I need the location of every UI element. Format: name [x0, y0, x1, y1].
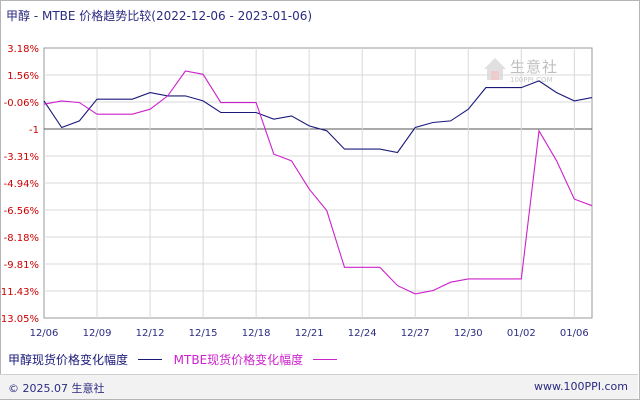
y-tick-label: -4.94% — [4, 179, 39, 190]
series-line-mtbe — [43, 70, 593, 295]
y-tick-label: 1.56% — [7, 71, 39, 82]
x-axis-ticks: 12/06 12/09 12/12 12/15 12/18 12/21 12/24 12/27… — [30, 328, 589, 339]
legend-label-mtbe: MTBE现货价格变化幅度 — [173, 353, 304, 367]
legend-label-methanol: 甲醇现货价格变化幅度 — [8, 353, 129, 367]
x-tick-label: 01/02 — [507, 328, 536, 339]
x-tick-label: 12/18 — [242, 328, 271, 339]
footer: © 2025.07 生意社 www.100PPI.com — [0, 374, 638, 399]
grid-lines — [43, 47, 593, 319]
y-tick-label: -13.05% — [0, 314, 39, 325]
y-tick-label: 3.18% — [7, 44, 39, 55]
legend: 甲醇现货价格变化幅度 MTBE现货价格变化幅度 — [8, 351, 345, 368]
watermark-subtext: 100PPI.COM — [510, 76, 553, 84]
x-tick-label: 12/15 — [189, 328, 218, 339]
chart-title: 甲醇 - MTBE 价格趋势比较(2022-12-06 - 2023-01-06… — [6, 9, 313, 23]
x-tick-label: 12/27 — [401, 328, 430, 339]
x-tick-label: 12/12 — [136, 328, 165, 339]
y-tick-label: -3.31% — [4, 152, 39, 163]
x-tick-label: 12/24 — [348, 328, 377, 339]
legend-swatch-mtbe — [313, 359, 337, 360]
y-tick-label: -6.56% — [4, 206, 39, 217]
y-tick-label: -11.43% — [0, 287, 39, 298]
y-tick-label: -9.81% — [4, 260, 39, 271]
footer-copyright: © 2025.07 生意社 — [8, 382, 105, 395]
y-tick-label: -0.06% — [4, 98, 39, 109]
y-axis-ticks: 3.18% 1.56% -0.06% -1 -3.31% -4.94% -6.56% -8.1… — [0, 44, 39, 325]
x-tick-label: 12/06 — [30, 328, 59, 339]
x-tick-label: 12/30 — [454, 328, 483, 339]
y-tick-label: -8.18% — [4, 233, 39, 244]
x-tick-label: 12/09 — [83, 328, 112, 339]
y-tick-label: -1 — [29, 125, 39, 136]
x-tick-label: 12/21 — [295, 328, 324, 339]
legend-swatch-methanol — [137, 359, 162, 360]
series-line-methanol — [43, 80, 593, 154]
x-tick-label: 01/06 — [560, 328, 589, 339]
series-lines — [43, 70, 593, 295]
footer-site-link[interactable]: www.100PPI.com — [534, 380, 628, 393]
